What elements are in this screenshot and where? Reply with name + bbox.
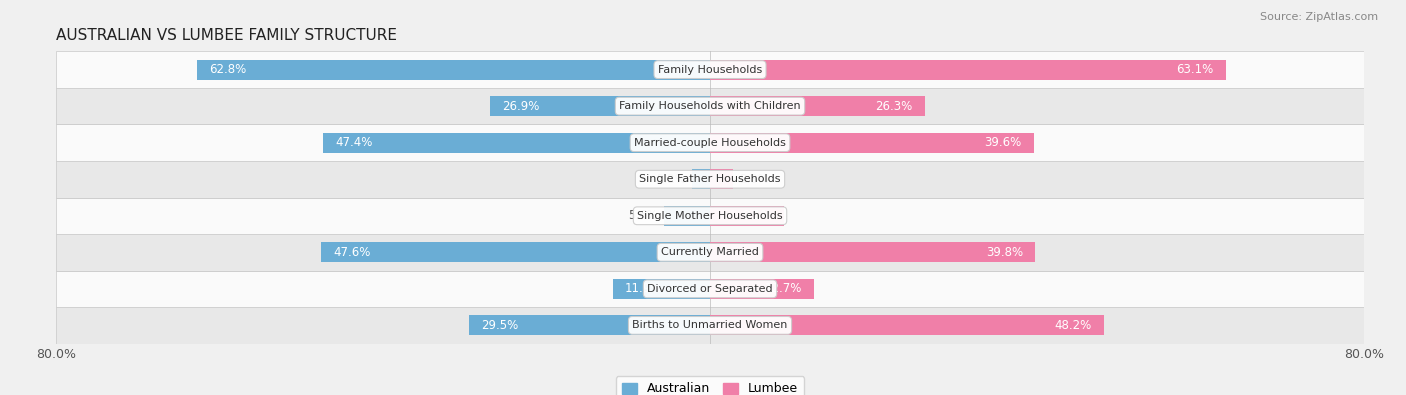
Text: 12.7%: 12.7%: [765, 282, 801, 295]
Bar: [56, 161, 1364, 198]
Bar: [56, 271, 1364, 307]
Legend: Australian, Lumbee: Australian, Lumbee: [616, 376, 804, 395]
Bar: [56, 51, 1364, 88]
Bar: [710, 96, 925, 116]
Bar: [56, 124, 1364, 161]
Text: Single Father Households: Single Father Households: [640, 174, 780, 184]
Bar: [710, 60, 1226, 80]
Text: Single Mother Households: Single Mother Households: [637, 211, 783, 221]
Bar: [321, 242, 710, 262]
Text: 5.6%: 5.6%: [628, 209, 658, 222]
Text: Divorced or Separated: Divorced or Separated: [647, 284, 773, 294]
Text: 9.1%: 9.1%: [742, 209, 772, 222]
Bar: [322, 133, 710, 153]
Text: Family Households: Family Households: [658, 65, 762, 75]
Bar: [710, 133, 1033, 153]
Text: 39.8%: 39.8%: [986, 246, 1024, 259]
Text: 2.2%: 2.2%: [655, 173, 686, 186]
Text: 39.6%: 39.6%: [984, 136, 1021, 149]
Text: 26.9%: 26.9%: [502, 100, 540, 113]
Bar: [56, 88, 1364, 124]
Text: 47.4%: 47.4%: [335, 136, 373, 149]
Text: 2.8%: 2.8%: [740, 173, 769, 186]
Text: 62.8%: 62.8%: [209, 63, 246, 76]
Bar: [710, 206, 785, 226]
Bar: [56, 307, 1364, 344]
Bar: [710, 242, 1035, 262]
Bar: [710, 315, 1104, 335]
Bar: [692, 169, 710, 189]
Text: Currently Married: Currently Married: [661, 247, 759, 257]
Bar: [613, 279, 710, 299]
Text: Births to Unmarried Women: Births to Unmarried Women: [633, 320, 787, 330]
Text: Married-couple Households: Married-couple Households: [634, 138, 786, 148]
Text: 63.1%: 63.1%: [1177, 63, 1213, 76]
Bar: [470, 315, 710, 335]
Text: 11.9%: 11.9%: [626, 282, 662, 295]
Bar: [197, 60, 710, 80]
Bar: [56, 198, 1364, 234]
Bar: [56, 234, 1364, 271]
Text: AUSTRALIAN VS LUMBEE FAMILY STRUCTURE: AUSTRALIAN VS LUMBEE FAMILY STRUCTURE: [56, 28, 398, 43]
Text: Source: ZipAtlas.com: Source: ZipAtlas.com: [1260, 12, 1378, 22]
Bar: [710, 169, 733, 189]
Bar: [664, 206, 710, 226]
Text: 48.2%: 48.2%: [1054, 319, 1091, 332]
Bar: [710, 279, 814, 299]
Text: 47.6%: 47.6%: [333, 246, 371, 259]
Bar: [491, 96, 710, 116]
Text: 29.5%: 29.5%: [481, 319, 519, 332]
Text: 26.3%: 26.3%: [876, 100, 912, 113]
Text: Family Households with Children: Family Households with Children: [619, 101, 801, 111]
